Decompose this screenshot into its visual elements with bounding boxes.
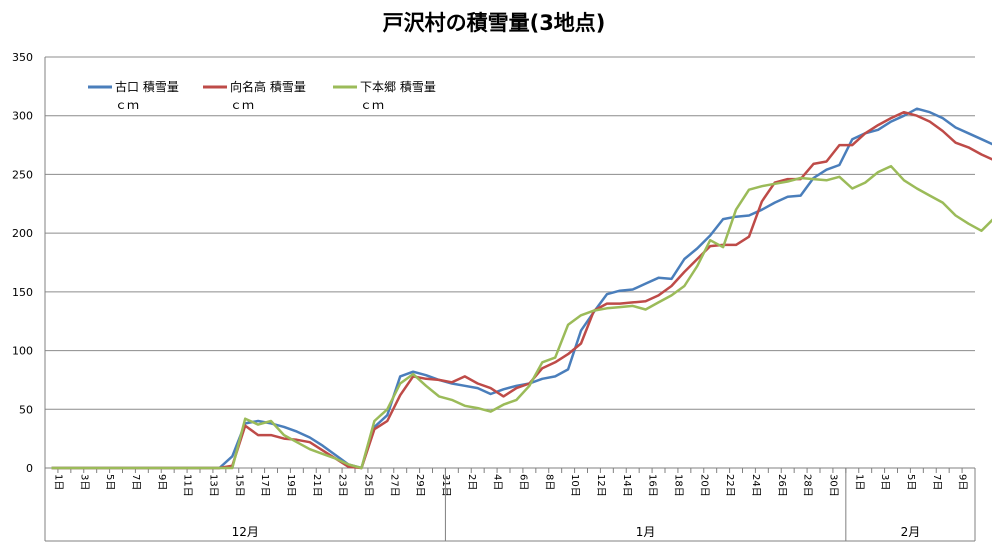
- x-tick-label: 18日: [672, 474, 683, 497]
- x-tick-label: 21日: [311, 474, 322, 497]
- x-tick-label: 19日: [285, 474, 296, 497]
- legend-label: 古口 積雪量: [115, 79, 179, 94]
- y-tick-label: 0: [26, 462, 33, 475]
- month-label: 2月: [901, 525, 921, 539]
- x-axis: 1日 3日 5日 7日 9日 11日 13日 15日 17日 19日 21日 23日 25日 27日 29日…: [44, 468, 976, 542]
- legend-label-unit: ｃｍ: [360, 98, 384, 112]
- x-tick-label: 6日: [517, 474, 528, 490]
- x-tick-label: 7日: [931, 474, 942, 490]
- x-tick-label: 24日: [750, 474, 761, 497]
- x-tick-label: 1日: [853, 474, 864, 490]
- y-axis: 0 50 100 150 200 250 300 350: [12, 51, 46, 475]
- x-tick-label: 9日: [957, 474, 968, 490]
- y-tick-label: 100: [12, 345, 33, 358]
- y-tick-label: 200: [12, 227, 33, 240]
- y-tick-label: 150: [12, 286, 33, 299]
- x-tick-label: 23日: [337, 474, 348, 497]
- x-tick-label: 4日: [492, 474, 503, 490]
- x-tick-label: 5日: [104, 474, 115, 490]
- x-tick-label: 30日: [827, 474, 838, 497]
- x-tick-label: 1日: [52, 474, 63, 490]
- x-tick-label: 17日: [259, 474, 270, 497]
- x-tick-label: 5日: [905, 474, 916, 490]
- x-tick-label: 28日: [802, 474, 813, 497]
- chart-title: 戸沢村の積雪量(3地点): [383, 11, 606, 35]
- legend-label-unit: ｃｍ: [230, 98, 254, 112]
- x-tick-label: 12日: [595, 474, 606, 497]
- x-tick-label: 22日: [724, 474, 735, 497]
- series-line: [51, 164, 992, 470]
- legend-label: 向名高 積雪量: [230, 79, 306, 94]
- x-tick-label: 10日: [569, 474, 580, 497]
- x-tick-label: 8日: [543, 474, 554, 490]
- x-tick-label: 11日: [182, 474, 193, 497]
- series-lines: [51, 107, 992, 470]
- x-tick-label: 26日: [776, 474, 787, 497]
- x-tick-label: 20日: [698, 474, 709, 497]
- x-tick-label: 2日: [466, 474, 477, 490]
- legend-label-unit: ｃｍ: [115, 98, 139, 112]
- x-tick-label: 14日: [621, 474, 632, 497]
- x-tick-label: 16日: [647, 474, 658, 497]
- month-label: 1月: [636, 525, 656, 539]
- x-tick-label: 3日: [879, 474, 890, 490]
- x-tick-label: 15日: [233, 474, 244, 497]
- legend: 古口 積雪量 ｃｍ 向名高 積雪量 ｃｍ 下本郷 積雪量 ｃｍ: [88, 79, 436, 112]
- y-tick-label: 50: [19, 403, 33, 416]
- y-tick-label: 250: [12, 168, 33, 181]
- x-tick-label: 27日: [388, 474, 399, 497]
- x-tick-label: 25日: [362, 474, 373, 497]
- legend-label: 下本郷 積雪量: [360, 79, 436, 94]
- y-tick-label: 350: [12, 51, 33, 64]
- x-tick-label: 29日: [414, 474, 425, 497]
- y-tick-label: 300: [12, 110, 33, 123]
- month-label: 12月: [232, 525, 259, 539]
- x-tick-label: 9日: [156, 474, 167, 490]
- x-tick-label: 3日: [78, 474, 89, 490]
- x-tick-label: 13日: [207, 474, 218, 497]
- x-tick-label: 7日: [130, 474, 141, 490]
